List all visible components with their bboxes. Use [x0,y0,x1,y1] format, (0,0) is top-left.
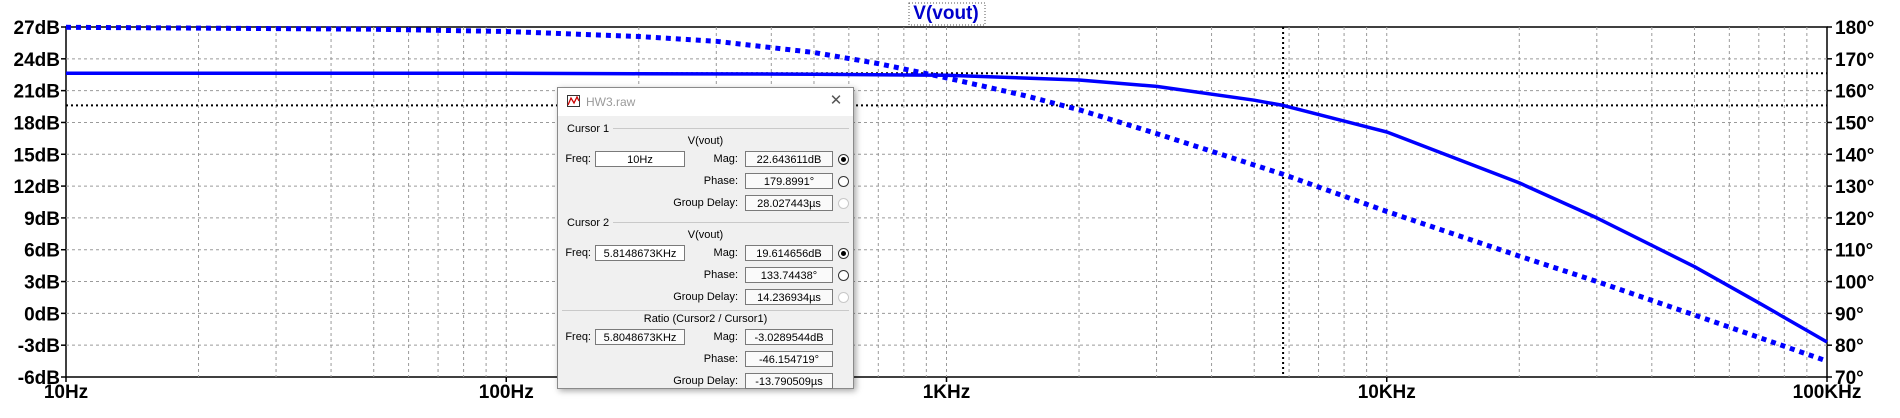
cursor1-mag-radio[interactable] [838,154,849,165]
cursor1-freq-field[interactable]: 10Hz [595,151,685,167]
cursor2-phase-radio[interactable] [838,270,849,281]
right-y-tick-label: 180° [1835,18,1874,39]
cursor1-phase-value: 179.8991° [745,173,833,189]
right-y-tick-label: 120° [1835,209,1874,230]
left-y-tick-label: 24dB [14,50,60,71]
right-y-tick-label: 160° [1835,82,1874,103]
ratio-freq-value: 5.8048673KHz [595,329,685,345]
ratio-group-delay-value: -13.790509µs [745,373,833,389]
trace-title-focus-box [908,2,986,26]
right-y-tick-label: 150° [1835,113,1874,134]
left-y-tick-label: 27dB [14,18,60,39]
ratio-separator [562,310,849,311]
cursor1-signal: V(vout) [687,135,724,147]
right-y-tick-label: 170° [1835,50,1874,71]
phase-trace[interactable] [65,24,1828,364]
cursor1-group-delay-label: Group Delay: [673,197,738,209]
ltspice-app-icon [567,95,580,107]
x-tick-label: 1KHz [923,382,971,403]
cursor2-mag-value: 19.614656dB [745,245,833,261]
cursor1-freq-label: Freq: [565,153,591,165]
right-y-tick-label: 70° [1835,368,1864,389]
dialog-titlebar[interactable]: HW3.raw ✕ [558,88,853,116]
cursor2-phase-value: 133.74438° [745,267,833,283]
right-y-tick-label: 130° [1835,177,1874,198]
traces[interactable] [65,24,1828,364]
cursor1-group-delay-value: 28.027443µs [745,195,833,211]
left-y-tick-label: 12dB [14,177,60,198]
right-y-tick-label: 90° [1835,304,1864,325]
left-y-tick-label: 0dB [24,304,60,325]
close-icon[interactable]: ✕ [829,92,843,109]
ratio-mag-value: -3.0289544dB [745,329,833,345]
left-y-tick-label: -6dB [18,368,60,389]
left-y-tick-label: -3dB [18,336,60,357]
left-y-tick-label: 18dB [14,113,60,134]
cursor1-separator [613,128,849,129]
left-y-tick-label: 6dB [24,241,60,262]
ratio-mag-label: Mag: [713,331,738,343]
cursor2-signal: V(vout) [687,229,724,241]
cursor1-group-delay-radio[interactable] [838,198,849,209]
right-y-tick-label: 140° [1835,145,1874,166]
cursor2-freq-label: Freq: [565,247,591,259]
cursor2-heading: Cursor 2 [567,217,610,229]
cursor1-mag-value: 22.643611dB [745,151,833,167]
cursor2-phase-label: Phase: [703,269,738,281]
x-tick-label: 100Hz [479,382,534,403]
ratio-phase-value: -46.154719° [745,351,833,367]
left-y-tick-label: 21dB [14,82,60,103]
left-y-tick-label: 9dB [24,209,60,230]
cursor2-group-delay-label: Group Delay: [673,291,738,303]
ratio-freq-label: Freq: [565,331,591,343]
right-axis-ticks: 180° 170° 160° 150° 140° 130° 120° 110° 100° 90° 8… [1827,18,1874,389]
left-axis-ticks: 27dB 24dB 21dB 18dB 15dB 12dB 9dB 6dB 3dB 0dB -3dB… [14,18,66,389]
cursor2-freq-field[interactable]: 5.8148673KHz [595,245,685,261]
cursor2-group-delay-radio[interactable] [838,292,849,303]
cursors[interactable] [66,27,1827,377]
right-y-tick-label: 80° [1835,336,1864,357]
right-y-tick-label: 110° [1835,241,1873,262]
magnitude-trace[interactable] [66,71,1828,344]
ratio-group-delay-label: Group Delay: [673,375,738,387]
cursor2-separator [613,222,849,223]
cursor-dialog[interactable]: HW3.raw ✕ Cursor 1 V(vout) Freq: 10Hz Ma… [557,87,854,389]
cursor1-phase-label: Phase: [703,175,738,187]
left-y-tick-label: 15dB [14,145,60,166]
x-tick-label: 100KHz [1793,382,1862,403]
ratio-heading: Ratio (Cursor2 / Cursor1) [643,313,768,325]
x-axis-ticks: 10Hz 100Hz 1KHz 10KHz 100KHz [44,377,1862,403]
right-y-tick-label: 100° [1835,273,1874,294]
cursor1-heading: Cursor 1 [567,123,610,135]
cursor1-phase-radio[interactable] [838,176,849,187]
cursor2-group-delay-value: 14.236934µs [745,289,833,305]
x-tick-label: 10Hz [44,382,88,403]
dialog-title: HW3.raw [586,95,636,109]
ratio-phase-label: Phase: [703,353,738,365]
trace-title[interactable]: V(vout) [913,3,978,24]
cursor2-mag-label: Mag: [713,247,738,259]
cursor1-mag-label: Mag: [713,153,738,165]
left-y-tick-label: 3dB [24,273,60,294]
cursor2-mag-radio[interactable] [838,248,849,259]
x-tick-label: 10KHz [1358,382,1416,403]
